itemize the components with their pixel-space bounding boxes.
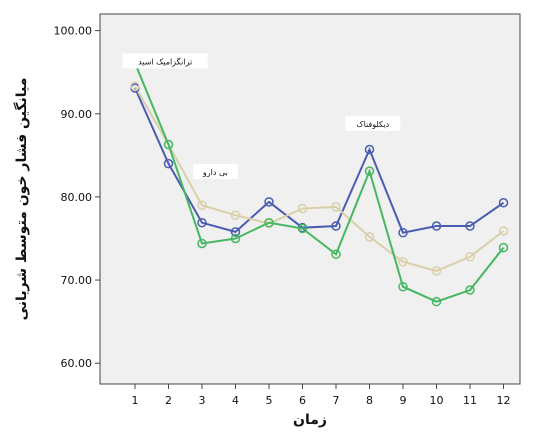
series-1-point: [230, 227, 241, 237]
series-3-point: [364, 166, 375, 176]
annotations-group: ترانگزامیک اسید بی دارو دیکلوفناک: [122, 53, 401, 179]
series-1-point: [264, 197, 274, 207]
series-1-point: [465, 221, 475, 231]
series-3-point: [398, 281, 408, 292]
y-tick-label: 90.00: [61, 108, 93, 121]
series-1-point: [431, 221, 442, 231]
x-axis-label: زمان: [293, 412, 327, 428]
series-2-point: [297, 203, 308, 214]
annotation-box: [345, 115, 401, 131]
series-line-1: [134, 87, 505, 234]
x-tick-label: 1: [132, 394, 139, 407]
x-tick-label: 4: [232, 394, 239, 407]
series-1-point: [498, 197, 509, 208]
x-tick-label: 7: [333, 394, 340, 407]
series-2-point: [331, 202, 341, 212]
series-line-3: [134, 62, 505, 303]
series-3-point: [163, 139, 174, 150]
series-3-point: [297, 223, 308, 234]
x-tick-label: 10: [430, 394, 444, 407]
series-1-point: [197, 217, 207, 228]
x-tick-label: 12: [497, 394, 511, 407]
x-tick-label: 3: [199, 394, 206, 407]
y-tick-label: 80.00: [61, 191, 93, 204]
series-1-point: [331, 221, 341, 231]
series-2-point: [197, 200, 207, 210]
series-3-point: [431, 296, 442, 307]
y-axis-label: میانگین فشار خون متوسط شریانی: [13, 78, 30, 321]
series-2-point: [431, 266, 442, 276]
series-3-point: [465, 285, 475, 295]
series-2-point: [230, 210, 241, 220]
y-tick-label: 60.00: [61, 357, 93, 370]
markers-group: [130, 58, 509, 307]
annotation-box: [192, 163, 238, 179]
series-1-point: [364, 144, 375, 155]
series-1-point: [163, 158, 174, 169]
series-2-point: [498, 226, 509, 236]
x-tick-label: 11: [463, 394, 477, 407]
y-tick-label: 100.00: [54, 25, 93, 38]
series-3-point: [197, 238, 207, 249]
series-3-point: [264, 217, 274, 228]
y-axis: 60.00 70.00 80.00 90.00 100.00: [54, 25, 100, 370]
series-2-point: [130, 81, 140, 92]
annotation-label: ترانگزامیک اسید: [138, 56, 192, 66]
series-2-point: [398, 257, 408, 267]
series-3-point: [230, 233, 241, 244]
y-tick-label: 70.00: [61, 274, 93, 287]
series-line-2: [134, 85, 505, 272]
x-tick-label: 5: [266, 394, 273, 407]
annotation-label: دیکلوفناک: [356, 120, 389, 129]
series-2-point: [364, 232, 375, 242]
series-group: [134, 62, 505, 303]
annotation-label: بی دارو: [202, 168, 228, 177]
series-3-point: [498, 242, 509, 253]
x-tick-label: 8: [366, 394, 373, 407]
x-tick-label: 9: [400, 394, 407, 407]
x-tick-label: 2: [165, 394, 172, 407]
annotation-box: [122, 53, 208, 69]
series-3-point: [331, 249, 341, 260]
plot-area: [99, 13, 521, 385]
x-axis: 1 2 3 4 5 6 7 8 9 10 11 12: [132, 384, 511, 407]
series-2-point: [465, 252, 475, 262]
x-tick-label: 6: [299, 394, 306, 407]
series-1-point: [398, 227, 408, 238]
